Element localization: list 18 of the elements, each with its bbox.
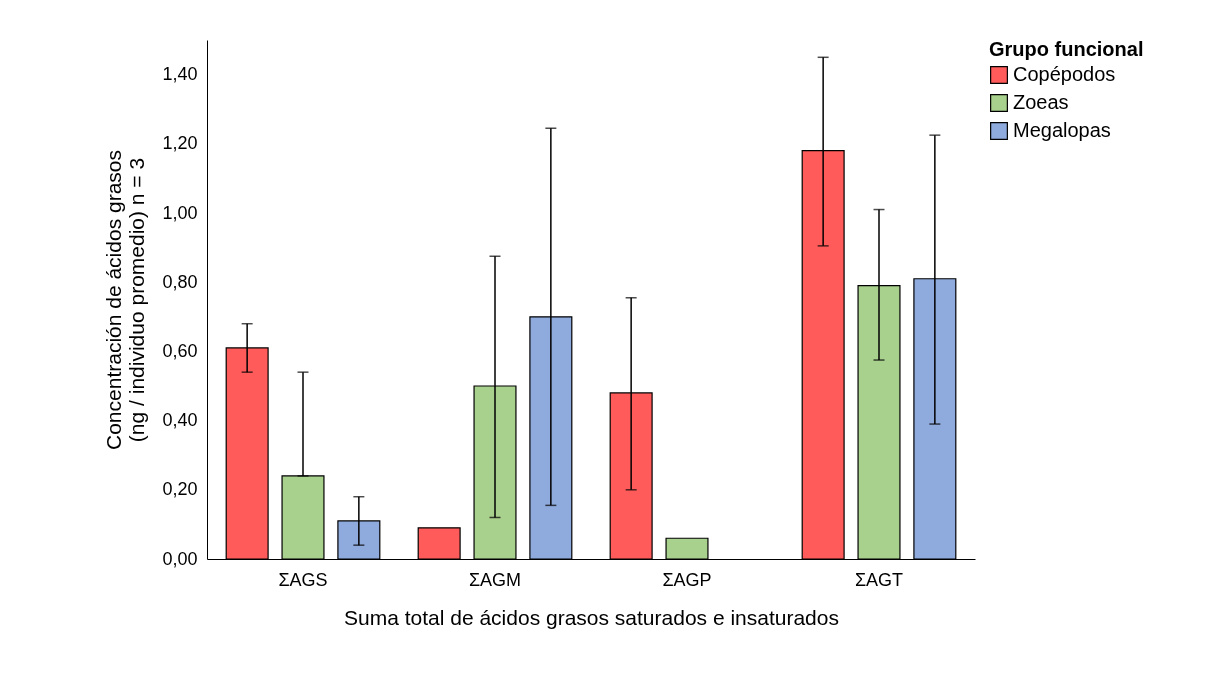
legend-title: Grupo funcional — [989, 38, 1144, 60]
legend-label: Megalopas — [1013, 119, 1111, 141]
y-axis-title: Concentración de ácidos grasos (ng / individuo promedio) n = 3 — [102, 149, 149, 451]
y-tick-label: 0,40 — [162, 410, 198, 431]
legend-label: Zoeas — [1013, 91, 1069, 113]
x-tick-label: ΣAGS — [278, 569, 328, 590]
y-tick-label: 0,20 — [162, 479, 198, 500]
x-tick-label: ΣAGT — [854, 569, 904, 590]
y-tick-label: 1,20 — [162, 133, 198, 154]
y-tick-label: 0,60 — [162, 340, 198, 361]
x-tick-label: ΣAGM — [468, 569, 522, 590]
y-tick-label: 1,40 — [162, 64, 198, 85]
x-tick-label: ΣAGP — [662, 569, 712, 590]
y-tick-label: 1,00 — [162, 202, 198, 223]
y-tick-label: 0,00 — [162, 548, 198, 569]
y-tick-label: 0,80 — [162, 271, 198, 292]
legend-label: Copépodos — [1013, 63, 1116, 85]
x-axis-title: Suma total de ácidos grasos saturados e insaturados — [344, 605, 839, 629]
